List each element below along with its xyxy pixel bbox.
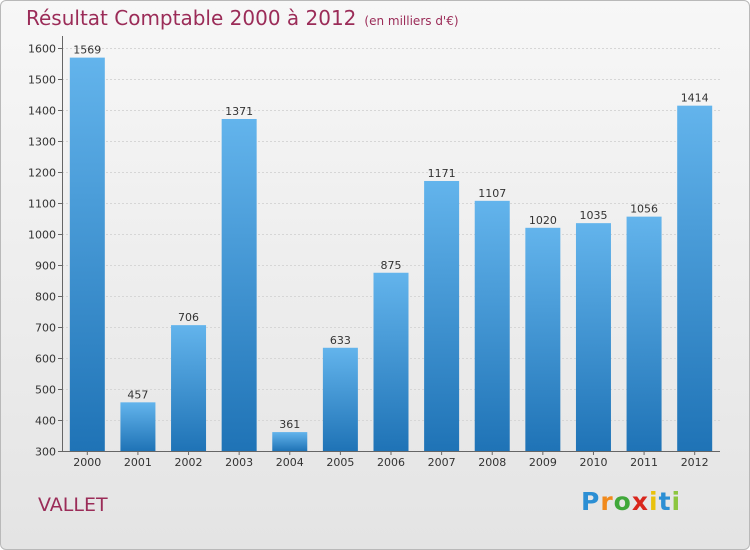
value-label-2000: 1569 <box>73 44 101 57</box>
bar-2004 <box>272 432 308 451</box>
x-axis-ticks: 2000 2001 2002 2003 2004 2005 2006 2007 2008 2009… <box>73 451 709 469</box>
bars <box>69 57 713 452</box>
x-tick-label-2000: 2000 <box>73 456 101 469</box>
bar-2008 <box>474 200 510 451</box>
bar-2012 <box>677 105 713 451</box>
y-axis-ticks: 300 400 500 600 700 800 900 1000 1100 1200 1300 140… <box>28 43 62 459</box>
y-tick-label: 300 <box>35 446 56 459</box>
value-label-2008: 1107 <box>478 187 506 200</box>
x-tick-label-2006: 2006 <box>377 456 405 469</box>
bar-2006 <box>373 272 409 451</box>
bar-2000 <box>69 57 105 452</box>
bar-2002 <box>171 325 207 451</box>
x-tick-label-2009: 2009 <box>529 456 557 469</box>
bar-2001 <box>120 402 156 451</box>
logo-letter: r <box>600 487 614 516</box>
bar-2009 <box>525 227 561 451</box>
logo-letter: i <box>649 487 659 516</box>
x-tick-label-2002: 2002 <box>175 456 203 469</box>
value-label-2007: 1171 <box>428 167 456 180</box>
y-tick-label: 900 <box>35 260 56 273</box>
x-tick-label-2004: 2004 <box>276 456 304 469</box>
x-tick-label-2007: 2007 <box>428 456 456 469</box>
y-tick-label: 1300 <box>28 136 56 149</box>
bar-2005 <box>322 347 358 451</box>
value-label-2005: 633 <box>330 334 351 347</box>
value-label-2002: 706 <box>178 311 199 324</box>
value-label-2009: 1020 <box>529 214 557 227</box>
bar-2011 <box>626 216 662 451</box>
value-label-2003: 1371 <box>225 105 253 118</box>
y-tick-label: 700 <box>35 322 56 335</box>
place-name: VALLET <box>38 494 108 516</box>
value-label-2010: 1035 <box>579 209 607 222</box>
y-tick-label: 1500 <box>28 74 56 87</box>
y-tick-label: 1100 <box>28 198 56 211</box>
chart-title: Résultat Comptable 2000 à 2012 (en millie… <box>26 6 459 30</box>
value-labels: 1569 457 706 1371 361 633 875 1171 1107 1020 1035 1… <box>73 44 708 431</box>
y-tick-label: 500 <box>35 384 56 397</box>
x-tick-label-2003: 2003 <box>225 456 253 469</box>
value-label-2012: 1414 <box>681 92 709 105</box>
x-tick-label-2008: 2008 <box>478 456 506 469</box>
bar-2003 <box>221 118 257 452</box>
x-tick-label-2001: 2001 <box>124 456 152 469</box>
logo-letter: o <box>613 487 632 516</box>
y-tick-label: 1200 <box>28 167 56 180</box>
y-tick-label: 600 <box>35 353 56 366</box>
value-label-2011: 1056 <box>630 203 658 216</box>
value-label-2001: 457 <box>127 388 148 401</box>
title-text: Résultat Comptable 2000 à 2012 <box>26 6 357 30</box>
chart-subtitle: (en milliers d'€) <box>364 14 459 28</box>
y-tick-label: 800 <box>35 291 56 304</box>
x-tick-label-2011: 2011 <box>630 456 658 469</box>
y-tick-label: 1600 <box>28 43 56 56</box>
value-label-2004: 361 <box>279 418 300 431</box>
logo-letter: t <box>658 487 672 516</box>
y-tick-label: 400 <box>35 415 56 428</box>
x-tick-label-2005: 2005 <box>326 456 354 469</box>
logo-letter: i <box>671 487 682 516</box>
axes <box>62 36 720 452</box>
bar-2010 <box>575 223 611 451</box>
proxiti-logo: Proxiti <box>581 487 681 516</box>
x-tick-label-2010: 2010 <box>579 456 607 469</box>
x-tick-label-2012: 2012 <box>681 456 709 469</box>
logo-letter: P <box>581 487 601 516</box>
y-tick-label: 1000 <box>28 229 56 242</box>
y-tick-label: 1400 <box>28 105 56 118</box>
value-label-2006: 875 <box>381 259 402 272</box>
bar-2007 <box>424 180 460 452</box>
logo-letter: x <box>631 487 649 516</box>
